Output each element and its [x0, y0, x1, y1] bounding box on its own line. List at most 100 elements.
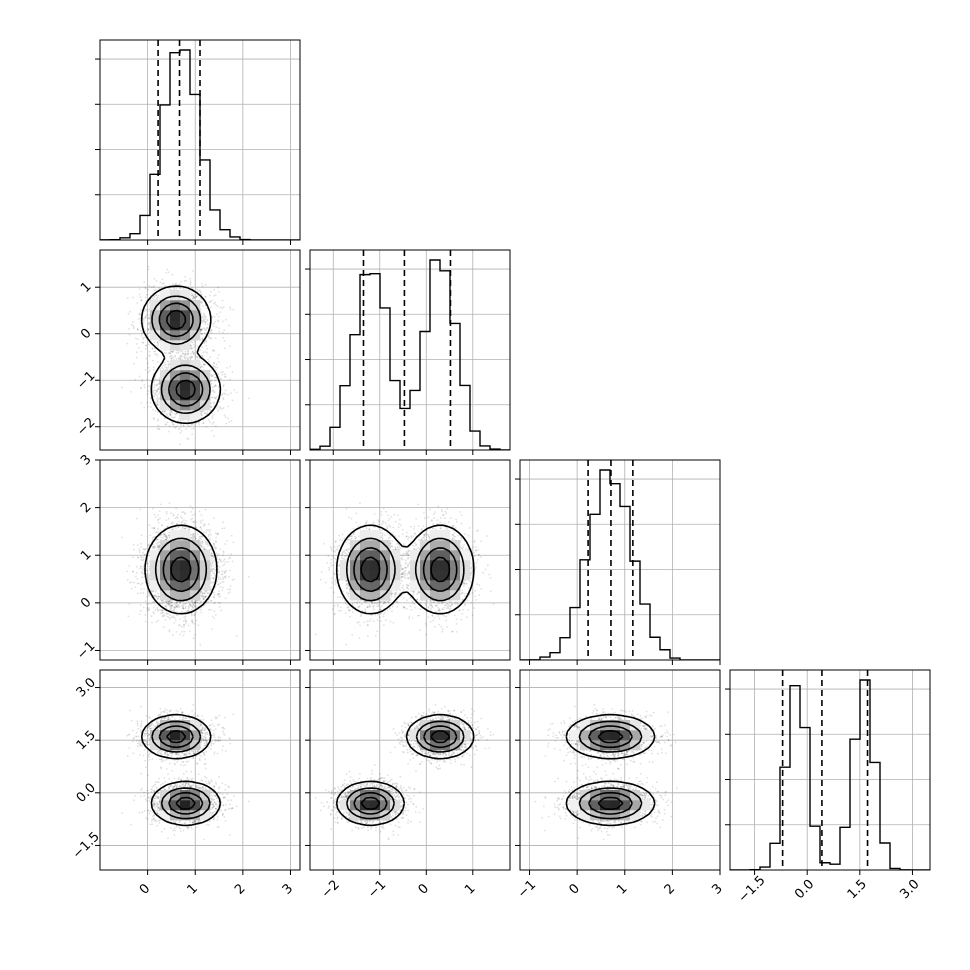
sample-point — [162, 609, 164, 612]
sample-point — [213, 435, 215, 437]
sample-point — [167, 352, 170, 355]
sample-point — [218, 566, 221, 568]
sample-point — [171, 416, 173, 419]
sample-point — [193, 600, 196, 603]
sample-point — [157, 619, 160, 622]
sample-point — [215, 384, 217, 387]
sample-point — [212, 322, 215, 325]
sample-point — [171, 273, 174, 276]
sample-point — [210, 405, 213, 408]
sample-point — [190, 603, 192, 606]
sample-point — [148, 308, 151, 311]
sample-point — [164, 285, 166, 287]
sample-point — [184, 607, 187, 610]
sample-point — [216, 554, 219, 557]
sample-point — [176, 605, 178, 608]
sample-point — [166, 360, 169, 363]
sample-point — [170, 601, 172, 604]
sample-point — [153, 527, 156, 530]
sample-point — [213, 556, 215, 559]
sample-point — [199, 290, 202, 293]
sample-point — [213, 401, 215, 404]
sample-point — [221, 407, 224, 410]
sample-point — [146, 393, 149, 396]
sample-point — [202, 363, 205, 366]
sample-point — [180, 287, 182, 290]
sample-point — [199, 520, 202, 522]
sample-point — [154, 389, 157, 392]
sample-point — [175, 516, 178, 519]
sample-point — [155, 280, 158, 282]
sample-point — [216, 405, 219, 408]
sample-point — [202, 363, 205, 366]
sample-point — [210, 570, 213, 573]
sample-point — [126, 297, 129, 299]
sample-point — [157, 388, 159, 390]
sample-point — [213, 361, 215, 364]
sample-point — [177, 604, 179, 606]
sample-point — [192, 605, 194, 608]
sample-point — [140, 329, 142, 332]
sample-point — [130, 581, 133, 583]
sample-point — [201, 414, 203, 417]
sample-point — [157, 418, 159, 421]
sample-point — [201, 546, 203, 548]
sample-point — [222, 336, 225, 339]
sample-point — [178, 283, 181, 286]
sample-point — [211, 628, 214, 631]
sample-point — [213, 316, 216, 318]
sample-point — [149, 354, 151, 356]
sample-point — [191, 286, 193, 289]
sample-point — [186, 437, 189, 440]
sample-point — [222, 407, 225, 409]
sample-point — [169, 414, 172, 417]
sample-point — [191, 341, 194, 344]
density-cell — [190, 320, 201, 331]
sample-point — [194, 424, 196, 427]
sample-point — [156, 427, 159, 430]
sample-point — [219, 582, 222, 585]
sample-point — [175, 412, 178, 415]
sample-point — [140, 386, 142, 389]
sample-point — [177, 352, 180, 354]
density-cell — [170, 400, 181, 411]
sample-point — [148, 355, 151, 358]
sample-point — [165, 512, 168, 515]
sample-point — [172, 513, 175, 516]
sample-point — [204, 323, 207, 325]
sample-point — [191, 619, 193, 622]
sample-point — [222, 320, 224, 323]
sample-point — [139, 314, 142, 316]
sample-point — [173, 606, 176, 609]
sample-point — [153, 513, 156, 516]
density-cell — [190, 380, 201, 391]
sample-point — [152, 417, 155, 419]
sample-point — [205, 340, 207, 342]
sample-point — [196, 356, 199, 359]
sample-point — [224, 577, 227, 579]
sample-point — [228, 420, 231, 423]
sample-point — [142, 337, 144, 340]
sample-point — [209, 337, 211, 339]
sample-point — [224, 373, 226, 375]
density-cell — [180, 410, 191, 421]
sample-point — [203, 363, 206, 366]
sample-point — [221, 393, 224, 395]
sample-point — [192, 353, 195, 356]
sample-point — [144, 614, 147, 616]
sample-point — [170, 410, 173, 412]
sample-point — [142, 568, 145, 571]
sample-point — [154, 353, 157, 356]
sample-point — [213, 602, 215, 605]
sample-point — [217, 578, 220, 581]
sample-point — [145, 344, 148, 346]
sample-point — [168, 603, 171, 606]
sample-point — [208, 300, 211, 303]
sample-point — [214, 575, 216, 577]
sample-point — [218, 590, 220, 593]
sample-point — [205, 344, 208, 347]
sample-point — [158, 545, 161, 548]
sample-point — [130, 323, 133, 326]
sample-point — [179, 602, 182, 604]
sample-point — [138, 613, 141, 616]
